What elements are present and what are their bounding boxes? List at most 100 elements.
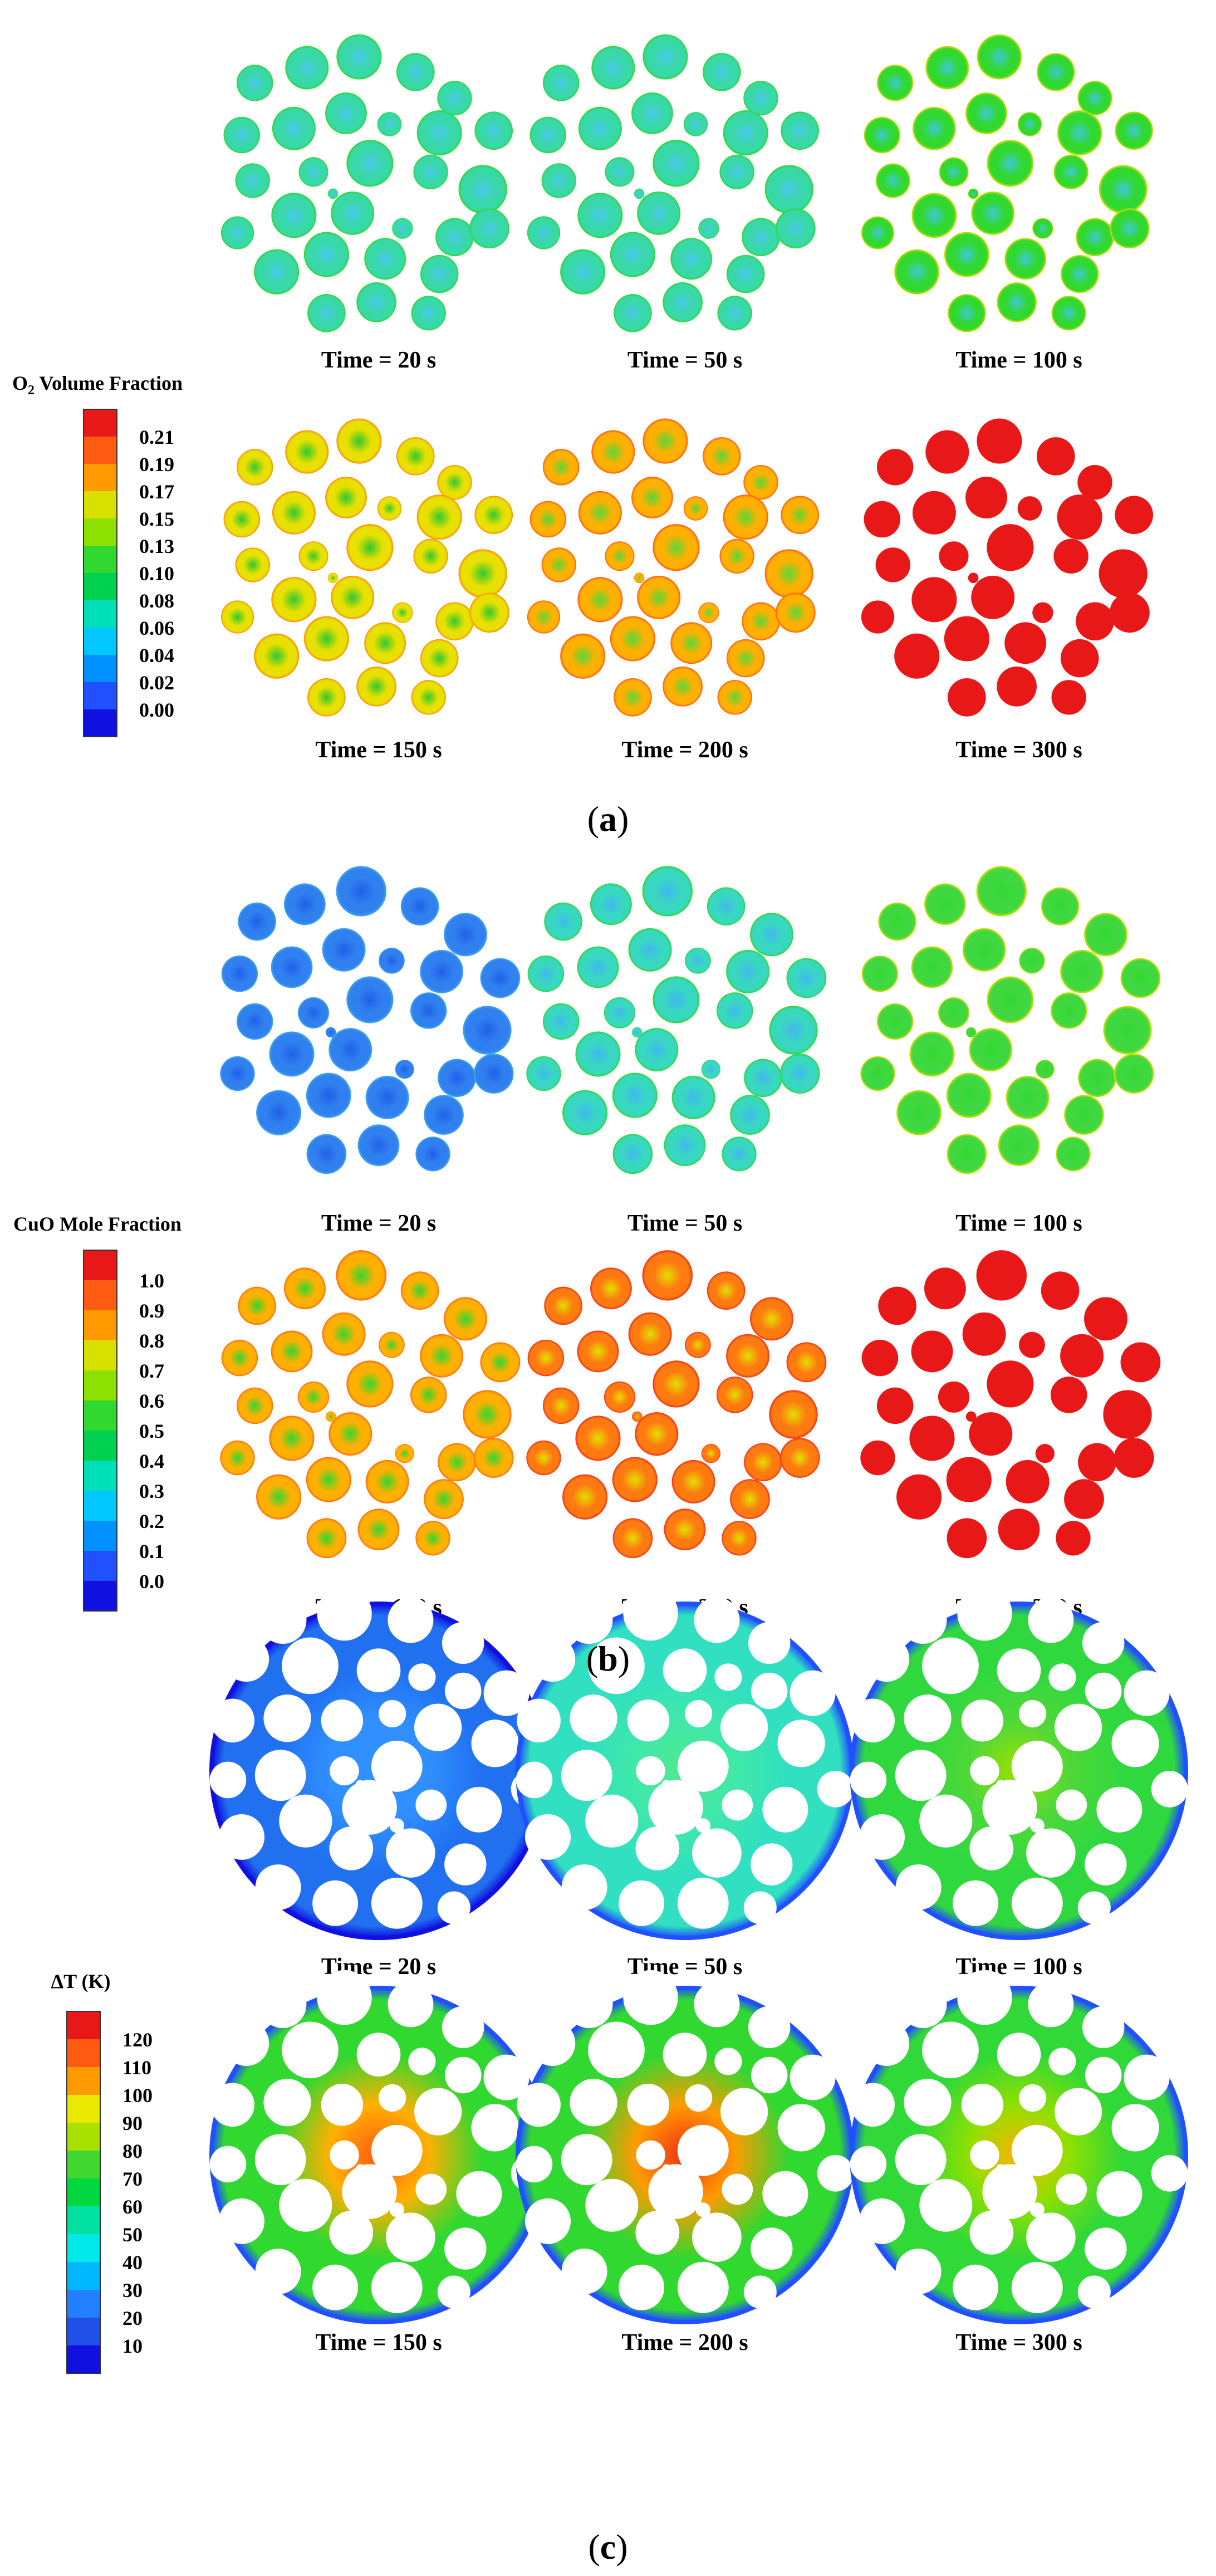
particle: [392, 602, 413, 623]
legend-swatch: [84, 1461, 117, 1491]
particle: [938, 1381, 970, 1413]
particle: [717, 296, 752, 331]
particle: [946, 1457, 992, 1502]
particle: [1036, 53, 1075, 91]
particle: [356, 1780, 365, 1789]
particle: [327, 572, 339, 584]
particle: [969, 1412, 1013, 1456]
particle: [671, 1460, 715, 1504]
legend-tick: 0.19: [139, 453, 174, 476]
particle: [591, 46, 635, 90]
particle: [636, 1756, 665, 1786]
particle: [781, 111, 820, 150]
particle: [271, 1330, 313, 1373]
particle: [876, 449, 914, 486]
time-label: Time = 100 s: [955, 347, 1082, 373]
particle: [642, 1250, 693, 1301]
legend-c: ΔT (K) 120 110 100 90 80 70 60 50 40 30 20 10: [51, 1970, 153, 2374]
particle: [336, 418, 382, 464]
particle: [861, 600, 895, 634]
particle: [922, 2021, 979, 2079]
particle: [269, 1416, 315, 1461]
particle: [968, 572, 979, 584]
particle: [875, 547, 911, 582]
particle: [911, 193, 957, 238]
particle: [321, 1700, 364, 1742]
particle: [336, 34, 382, 80]
particle: [1114, 1438, 1154, 1478]
particle: [944, 232, 989, 277]
particle: [435, 218, 474, 257]
particle: [303, 616, 349, 662]
particle: [1026, 2212, 1076, 2262]
particle: [444, 2227, 487, 2270]
legend-tick: 110: [122, 2056, 151, 2079]
particle: [648, 1780, 703, 1835]
particle: [371, 1877, 423, 1929]
particle: [726, 254, 765, 293]
particle: [256, 1090, 302, 1135]
particle: [379, 2084, 406, 2112]
particle: [1032, 602, 1053, 623]
particle: [987, 976, 1034, 1023]
particle: [577, 946, 619, 988]
particle: [254, 249, 300, 295]
particle: [220, 1440, 255, 1476]
particle: [878, 1286, 916, 1325]
particle: [1077, 465, 1112, 500]
particle: [463, 1006, 512, 1055]
particle: [283, 1267, 326, 1310]
legend-swatch: [84, 409, 117, 437]
particle: [1103, 1390, 1152, 1439]
particle: [272, 491, 316, 535]
particle: [386, 1828, 435, 1878]
particle: [342, 2164, 397, 2219]
particle: [271, 577, 317, 623]
particle: [269, 1031, 315, 1077]
particle: [223, 116, 261, 154]
legend-tick: 60: [122, 2196, 143, 2218]
particle: [438, 1443, 476, 1482]
particle: [1060, 254, 1099, 293]
particle-map-a-5: [527, 418, 820, 717]
particle: [851, 1698, 895, 1743]
particle: [924, 1267, 966, 1310]
particle: [254, 2134, 306, 2186]
particle: [726, 639, 765, 678]
particle: [628, 1312, 672, 1356]
legend-swatch: [84, 464, 117, 491]
time-label: Time = 150 s: [315, 2330, 442, 2355]
particle: [750, 913, 793, 957]
particle: [400, 887, 439, 926]
particle: [517, 2083, 561, 2127]
particle: [254, 633, 300, 679]
particle: [306, 1134, 347, 1174]
particle: [1078, 1059, 1116, 1098]
particle: [473, 1438, 514, 1478]
particle: [777, 2104, 825, 2152]
legend-swatch: [67, 2345, 100, 2373]
particle: [312, 1880, 359, 1926]
particle: [965, 477, 1007, 518]
particle: [875, 163, 911, 198]
particle: [526, 1056, 561, 1091]
legend-swatch: [84, 518, 117, 546]
time-label: Time = 100 s: [955, 1211, 1082, 1236]
particle: [306, 1457, 351, 1502]
particle: [282, 1637, 339, 1695]
legend-b: CuO Mole Fraction 1.0 0.9 0.8 0.7 0.6 0.5 0.4 0.…: [13, 1213, 182, 1612]
particle: [946, 1072, 992, 1118]
legend-tick: 0.06: [139, 617, 174, 639]
particle: [591, 430, 635, 474]
particle: [396, 437, 435, 476]
legend-tick: 0.10: [139, 562, 174, 585]
particle: [1099, 549, 1148, 598]
particle: [859, 1814, 905, 1860]
legend-tick: 0.13: [139, 535, 174, 557]
particle: [223, 501, 261, 538]
particle: [561, 1864, 607, 1911]
particle: [957, 1970, 1012, 2025]
particle: [562, 1090, 608, 1135]
particle: [707, 1271, 746, 1310]
particle: [271, 193, 317, 238]
